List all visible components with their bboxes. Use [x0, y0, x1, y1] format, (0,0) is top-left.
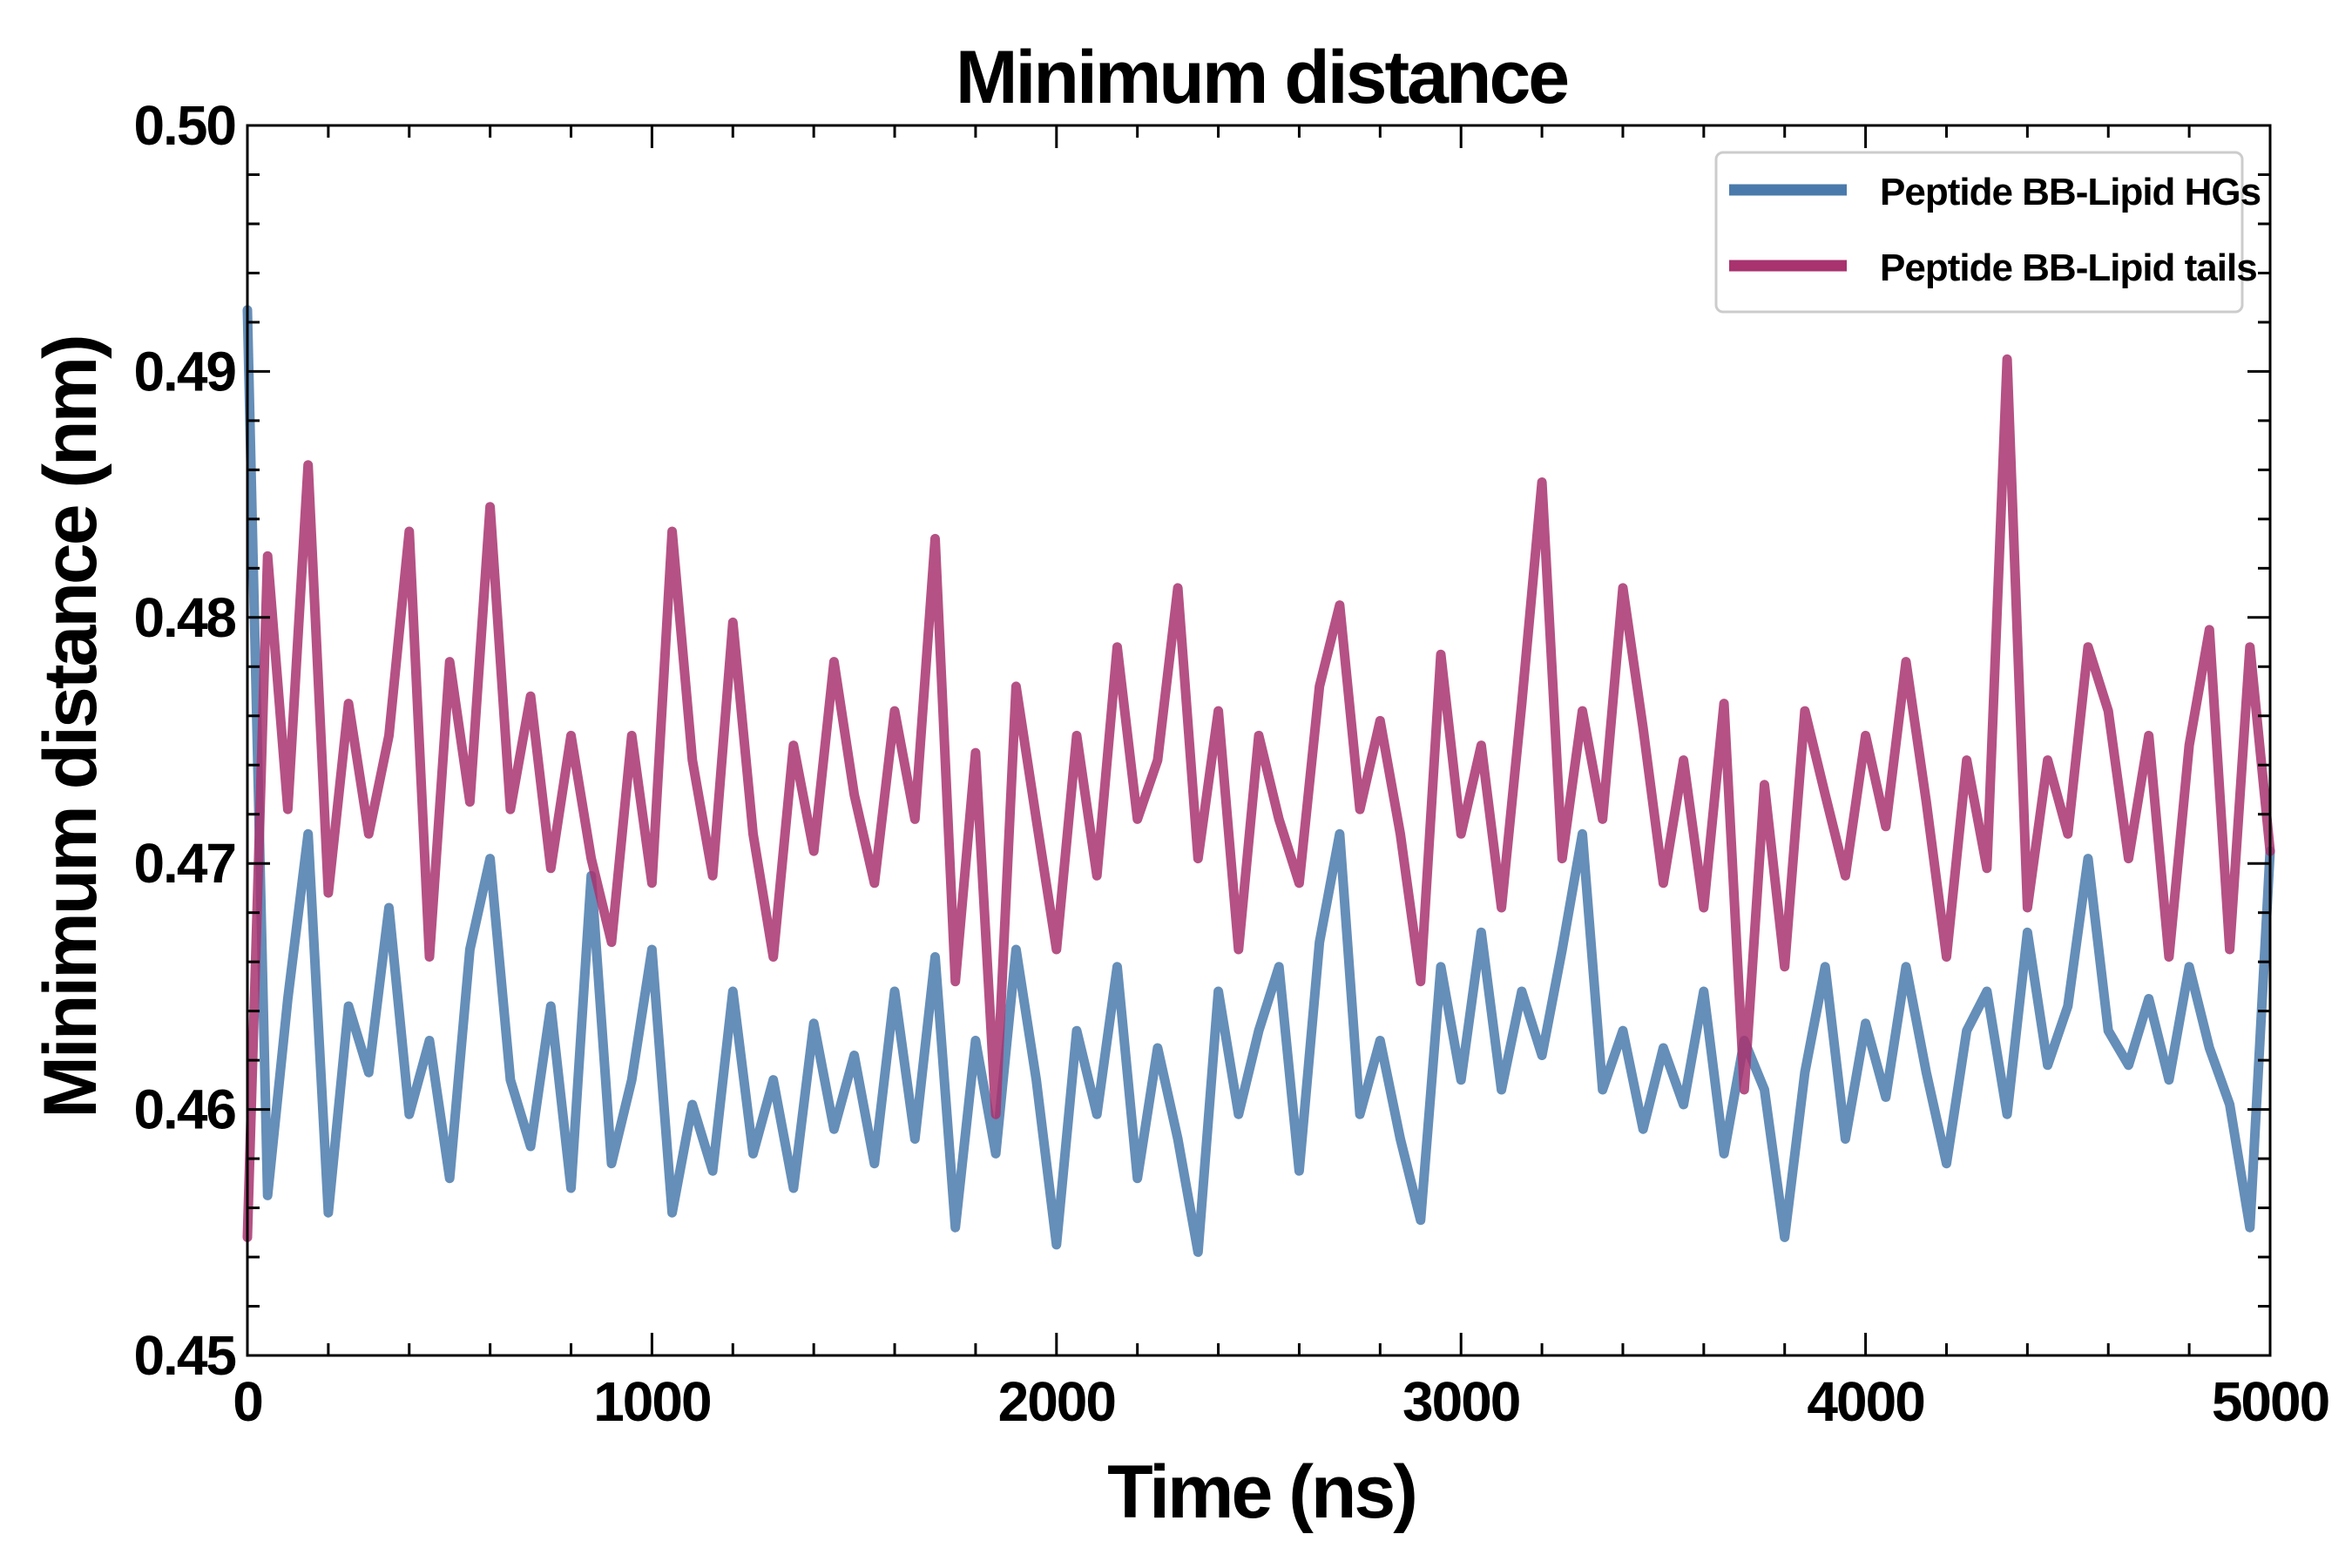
- y-tick-label: 0.50: [133, 94, 235, 157]
- y-tick-label: 0.48: [133, 586, 235, 649]
- y-tick-label: 0.49: [133, 340, 235, 402]
- legend-box: [1714, 151, 2244, 314]
- y-tick-label: 0.47: [133, 832, 235, 895]
- x-tick-label: 3000: [1402, 1370, 1519, 1433]
- x-tick-label: 4000: [1807, 1370, 1923, 1433]
- x-tick-label: 0: [233, 1370, 262, 1433]
- y-tick-label: 0.46: [133, 1078, 235, 1141]
- x-tick-label: 1000: [593, 1370, 710, 1433]
- y-tick-label: 0.45: [133, 1324, 235, 1387]
- x-axis-label: Time (ns): [1107, 1450, 1416, 1534]
- chart-title: Minimum distance: [956, 36, 1567, 119]
- series-line-0: [242, 305, 2275, 1257]
- legend-label-hgs: Peptide BB-Lipid HGs: [1880, 171, 2261, 213]
- series-line-1: [242, 354, 2275, 1242]
- y-axis-label: Minimum distance (nm): [29, 336, 112, 1118]
- legend: Peptide BB-Lipid HGs Peptide BB-Lipid ta…: [1714, 151, 2261, 314]
- plot-frame: [246, 124, 2272, 1357]
- x-tick-label: 2000: [998, 1370, 1115, 1433]
- x-tick-label: 5000: [2212, 1370, 2328, 1433]
- tick-labels-layer: 0 1000 2000 3000 4000 5000 0.45 0.46 0.47 0.48 0.4…: [133, 94, 2330, 1433]
- series-layer: [242, 305, 2275, 1257]
- legend-label-tails: Peptide BB-Lipid tails: [1880, 247, 2257, 289]
